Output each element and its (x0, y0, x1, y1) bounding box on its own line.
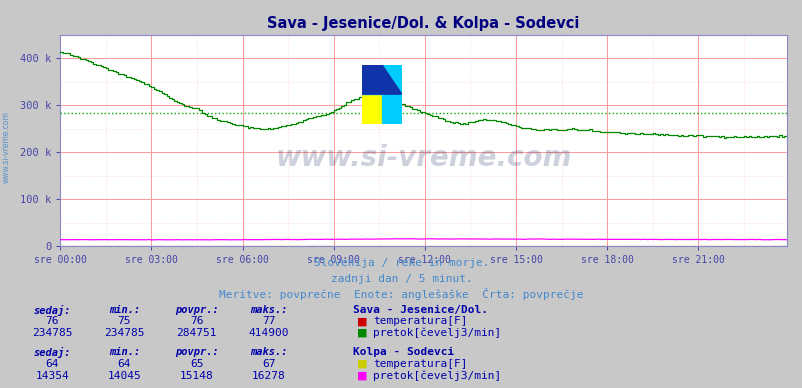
Text: 67: 67 (262, 359, 275, 369)
Text: www.si-vreme.com: www.si-vreme.com (2, 111, 11, 184)
Text: sedaj:: sedaj: (34, 305, 71, 315)
Text: maks.:: maks.: (250, 305, 287, 315)
Text: 75: 75 (118, 316, 131, 326)
Text: 64: 64 (46, 359, 59, 369)
Text: ■: ■ (357, 359, 367, 369)
Text: 76: 76 (46, 316, 59, 326)
Text: 77: 77 (262, 316, 275, 326)
Text: sedaj:: sedaj: (34, 347, 71, 358)
Text: 414900: 414900 (249, 328, 289, 338)
Text: 234785: 234785 (32, 328, 72, 338)
Polygon shape (381, 94, 401, 124)
Text: pretok[čevelj3/min]: pretok[čevelj3/min] (373, 328, 501, 338)
Text: 234785: 234785 (104, 328, 144, 338)
Text: Kolpa - Sodevci: Kolpa - Sodevci (353, 347, 454, 357)
Text: Meritve: povprečne  Enote: anglešaške  Črta: povprečje: Meritve: povprečne Enote: anglešaške Črt… (219, 288, 583, 300)
Text: maks.:: maks.: (250, 347, 287, 357)
Text: 284751: 284751 (176, 328, 217, 338)
Text: povpr.:: povpr.: (175, 347, 218, 357)
Text: min.:: min.: (109, 305, 140, 315)
Text: 14045: 14045 (107, 371, 141, 381)
Text: 76: 76 (190, 316, 203, 326)
Polygon shape (362, 64, 401, 94)
Text: zadnji dan / 5 minut.: zadnji dan / 5 minut. (330, 274, 472, 284)
Text: Slovenija / reke in morje.: Slovenija / reke in morje. (314, 258, 488, 268)
Text: 16278: 16278 (252, 371, 286, 381)
Text: min.:: min.: (109, 347, 140, 357)
Text: 14354: 14354 (35, 371, 69, 381)
Text: povpr.:: povpr.: (175, 305, 218, 315)
Text: ■: ■ (357, 371, 367, 381)
Text: temperatura[F]: temperatura[F] (373, 359, 468, 369)
Text: 65: 65 (190, 359, 203, 369)
Text: 15148: 15148 (180, 371, 213, 381)
Polygon shape (362, 94, 381, 124)
Text: Sava - Jesenice/Dol.: Sava - Jesenice/Dol. (353, 305, 488, 315)
Text: temperatura[F]: temperatura[F] (373, 316, 468, 326)
Text: ■: ■ (357, 328, 367, 338)
Title: Sava - Jesenice/Dol. & Kolpa - Sodevci: Sava - Jesenice/Dol. & Kolpa - Sodevci (267, 16, 579, 31)
Polygon shape (362, 64, 401, 94)
Text: ■: ■ (357, 316, 367, 326)
Polygon shape (362, 64, 381, 94)
Text: www.si-vreme.com: www.si-vreme.com (275, 144, 571, 171)
Text: 64: 64 (118, 359, 131, 369)
Text: pretok[čevelj3/min]: pretok[čevelj3/min] (373, 371, 501, 381)
